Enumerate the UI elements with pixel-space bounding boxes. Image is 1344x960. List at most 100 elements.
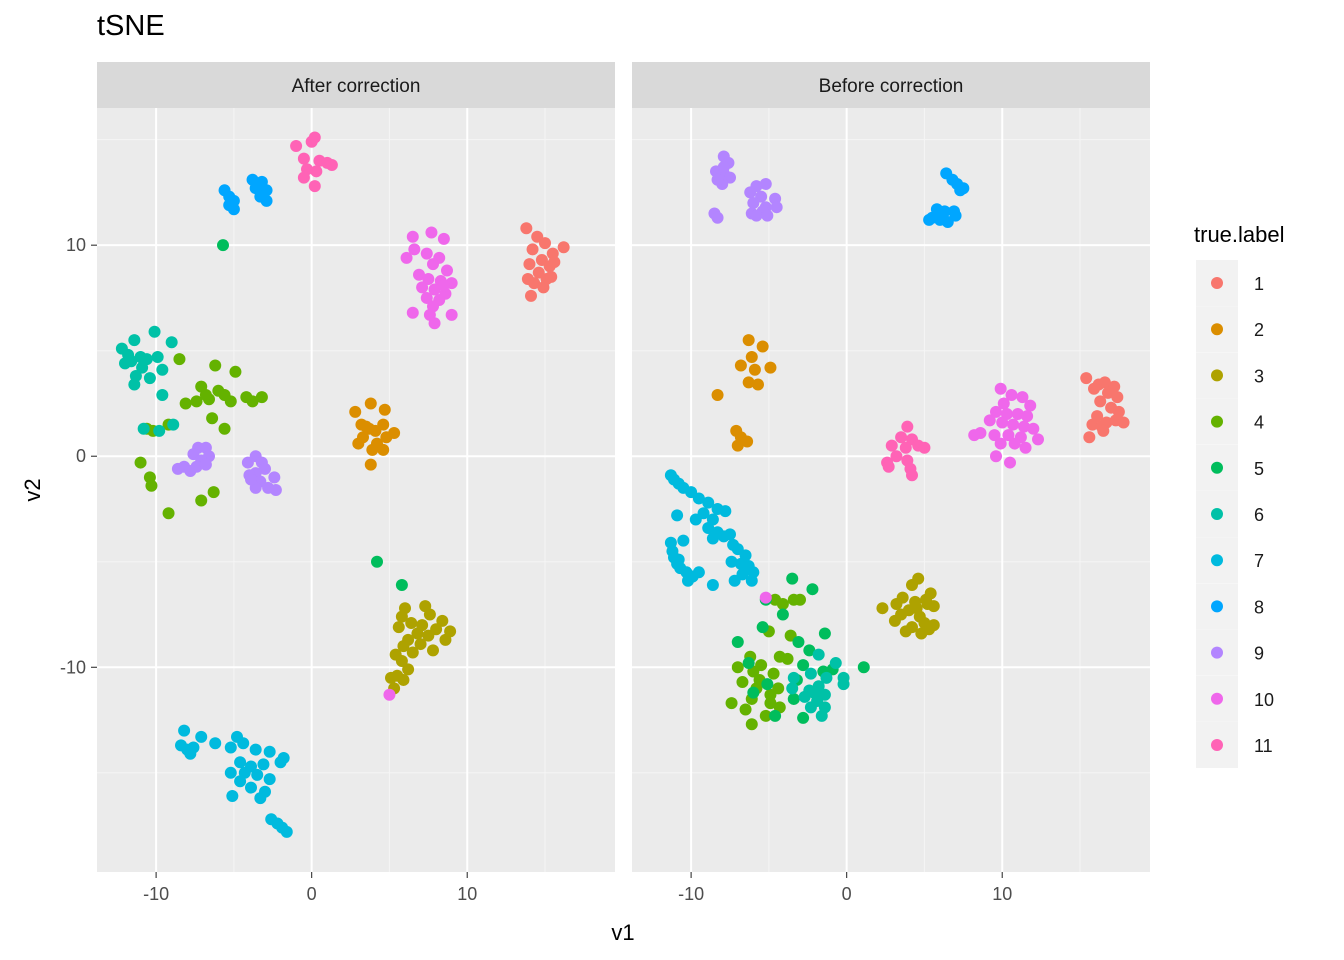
data-point-label-6 [798,690,811,703]
data-point-label-9 [199,458,212,471]
data-point-label-1 [1086,418,1099,431]
data-point-label-7 [706,532,719,545]
data-point-label-5 [806,583,819,596]
data-point-label-4 [764,688,777,701]
data-point-label-3 [915,627,928,640]
data-point-label-1 [1097,424,1110,437]
data-point-label-3 [888,614,901,627]
data-point-label-10 [408,243,421,256]
data-point-label-3 [397,640,410,653]
legend: true.label 1 2 3 4 5 6 7 8 9 10 11 [1194,222,1285,768]
data-point-label-6 [815,709,828,722]
data-point-label-2 [360,420,373,433]
data-point-label-2 [377,443,390,456]
data-point-label-10 [988,429,1001,442]
data-point-label-4 [162,507,175,520]
data-point-label-5 [217,239,229,252]
x-tick-label: 10 [992,884,1012,904]
data-point-label-3 [402,663,415,676]
data-point-label-3 [899,625,912,638]
data-point-label-7 [719,505,732,518]
data-point-label-6 [137,422,150,435]
data-point-label-6 [136,361,149,374]
data-point-label-10 [968,429,981,442]
data-point-label-3 [405,616,418,629]
legend-label: 8 [1254,597,1264,617]
data-point-label-7 [677,534,690,547]
data-point-label-5 [769,709,782,722]
data-point-label-1 [1111,391,1124,404]
data-point-label-6 [151,351,164,364]
legend-title: true.label [1194,222,1285,247]
data-point-label-11 [308,131,321,144]
data-point-label-4 [745,718,758,731]
data-point-label-5 [797,659,810,672]
data-point-label-2 [352,437,365,450]
data-point-label-7 [234,756,247,769]
data-point-label-7 [234,775,247,788]
data-point-label-5 [747,686,760,699]
data-point-label-6 [156,389,169,402]
data-point-label-6 [829,657,842,670]
data-point-label-6 [786,682,799,695]
data-point-label-6 [165,336,178,349]
data-point-label-6 [153,424,166,437]
data-point-label-10 [990,450,1002,463]
data-point-label-9 [711,211,724,224]
legend-swatch [1211,646,1223,659]
data-point-label-4 [739,703,752,716]
data-point-label-3 [910,602,923,615]
data-point-label-9 [184,465,197,478]
data-point-label-6 [125,355,138,368]
facet-panel: After correction -10 0 10 [97,62,615,904]
data-point-label-6 [143,372,156,385]
data-point-label-7 [682,574,694,587]
data-point-label-4 [179,397,192,410]
data-point-label-10 [406,306,419,319]
data-point-label-1 [1088,382,1100,395]
data-point-label-8 [934,213,946,226]
data-point-label-10 [441,264,453,277]
data-point-label-5 [761,678,774,691]
data-point-label-9 [750,209,763,222]
data-point-label-3 [395,654,408,667]
data-point-label-8 [949,209,962,222]
data-point-label-4 [229,365,242,378]
data-point-label-11 [918,441,931,454]
legend-label: 6 [1254,505,1264,525]
data-point-label-8 [954,184,967,197]
facet-strip-label: Before correction [819,76,964,97]
data-point-label-10 [437,232,450,245]
data-point-label-4 [195,494,208,507]
data-point-label-7 [280,825,293,838]
data-point-label-6 [804,667,817,680]
data-point-label-11 [325,158,338,171]
data-point-label-9 [269,484,282,496]
data-point-label-9 [245,473,257,486]
data-point-label-11 [297,152,310,165]
data-point-label-9 [268,471,281,484]
data-point-label-1 [526,243,539,256]
data-point-label-5 [371,555,383,568]
data-point-label-10 [420,291,433,304]
data-point-label-2 [364,458,377,471]
data-point-label-6 [128,334,141,347]
data-point-label-10 [1016,391,1029,404]
data-point-label-11 [890,450,903,463]
data-point-label-5 [742,657,755,670]
data-point-label-2 [366,443,379,456]
legend-swatch [1211,600,1223,613]
data-point-label-2 [380,431,393,444]
data-point-label-3 [392,621,405,634]
data-point-label-4 [224,395,237,408]
data-point-label-7 [706,578,719,591]
data-point-label-4 [764,697,777,710]
data-point-label-8 [260,194,273,207]
data-point-label-10 [759,591,772,604]
legend-label: 9 [1254,644,1264,664]
data-point-label-5 [395,578,408,591]
data-point-label-2 [711,389,724,402]
data-point-label-11 [899,441,912,454]
data-point-label-10 [445,308,458,321]
data-point-label-4 [736,676,749,689]
